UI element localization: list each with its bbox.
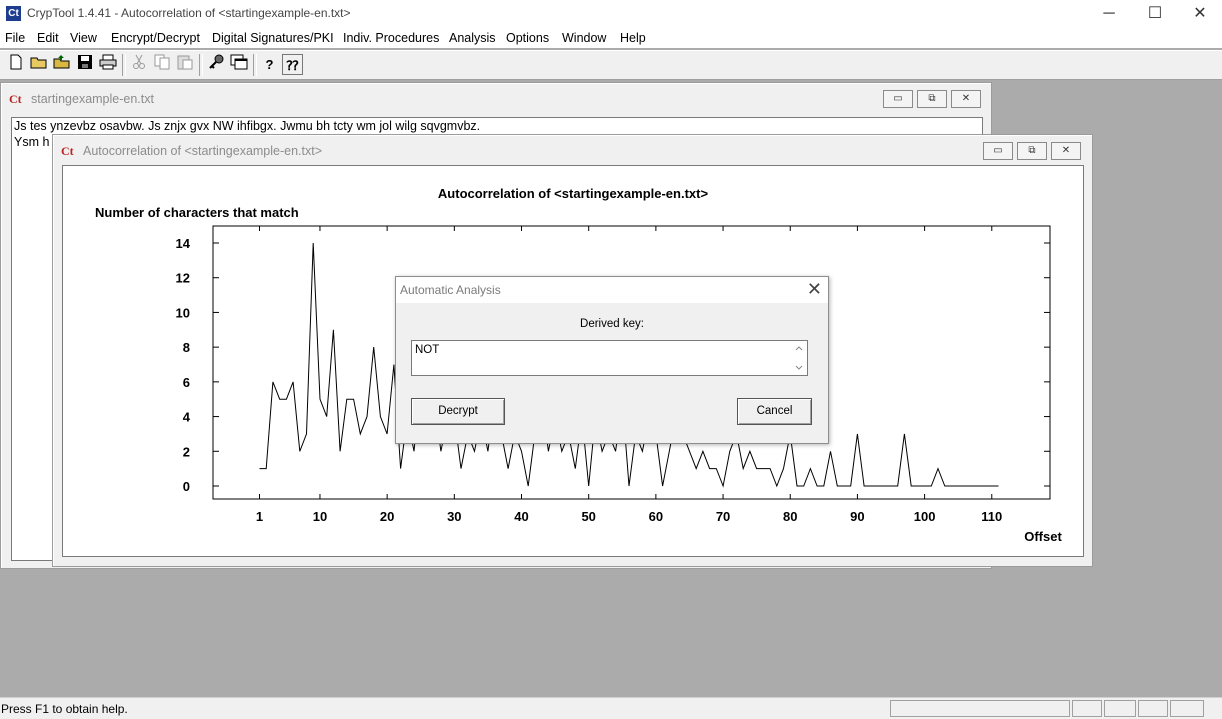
y-tick-label: 6	[183, 375, 190, 390]
save-icon[interactable]	[74, 54, 95, 75]
cancel-button[interactable]: Cancel	[737, 398, 812, 425]
status-pane	[1072, 700, 1102, 717]
status-pane	[1138, 700, 1168, 717]
x-tick-label: 80	[783, 509, 797, 524]
text-window-close-icon[interactable]: ✕	[951, 90, 981, 108]
open-folder-icon[interactable]	[51, 54, 72, 75]
svg-text:Ct: Ct	[61, 144, 74, 158]
status-text: Press F1 to obtain help.	[1, 702, 128, 716]
chart-panel: Autocorrelation of <startingexample-en.t…	[62, 165, 1084, 557]
chart-window-restore-icon[interactable]: ⧉	[1017, 142, 1047, 160]
chart-x-axis-label: Offset	[1024, 529, 1062, 544]
chart-window-minimize-icon[interactable]: ▭	[983, 142, 1013, 160]
scroll-down-icon	[795, 365, 803, 370]
y-tick-label: 2	[183, 444, 190, 459]
x-tick-label: 1	[256, 509, 263, 524]
cryptool-app-icon: Ct	[6, 6, 21, 21]
text-window-minimize-icon[interactable]: ▭	[883, 90, 913, 108]
print-icon[interactable]	[97, 54, 118, 75]
x-tick-label: 100	[914, 509, 936, 524]
document-icon: Ct	[9, 92, 25, 106]
dialog-titlebar[interactable]: Automatic Analysis ✕	[396, 277, 828, 303]
derived-key-scrollbar[interactable]	[791, 341, 807, 375]
y-tick-label: 10	[176, 305, 190, 320]
derived-key-label: Derived key:	[580, 318, 644, 330]
toolbar-separator	[122, 54, 126, 76]
context-help-icon[interactable]: ⁇	[282, 54, 303, 75]
menu-analysis[interactable]: Analysis	[449, 31, 496, 45]
copy-icon[interactable]	[151, 54, 172, 75]
close-icon[interactable]: ✕	[806, 279, 822, 299]
status-pane	[1170, 700, 1204, 717]
x-tick-label: 60	[649, 509, 663, 524]
text-window-title: startingexample-en.txt	[31, 92, 154, 106]
menu-file[interactable]: File	[5, 31, 26, 45]
chart-window-titlebar[interactable]: Ct Autocorrelation of <startingexample-e…	[57, 139, 1088, 163]
text-line: Ysm h	[14, 135, 50, 149]
scroll-up-icon	[795, 346, 803, 351]
derived-key-value: NOT	[415, 344, 440, 356]
text-window-restore-icon[interactable]: ⧉	[917, 90, 947, 108]
menu-help[interactable]: Help	[620, 31, 646, 45]
paste-icon[interactable]	[174, 54, 195, 75]
toolbar: ? ⁇	[0, 50, 1222, 80]
x-tick-label: 30	[447, 509, 461, 524]
chart-window-close-icon[interactable]: ✕	[1051, 142, 1081, 160]
app-title: CrypTool 1.4.41 - Autocorrelation of <st…	[27, 6, 351, 20]
text-line: Js tes ynzevbz osavbw. Js znjx gvx NW ih…	[14, 119, 481, 133]
x-tick-label: 70	[716, 509, 730, 524]
chart-y-axis-label: Number of characters that match	[95, 205, 299, 220]
menu-indiv-procedures[interactable]: Indiv. Procedures	[343, 31, 440, 45]
menu-options[interactable]: Options	[506, 31, 550, 45]
menu-encrypt-decrypt[interactable]: Encrypt/Decrypt	[111, 31, 200, 45]
toolbar-separator	[253, 54, 257, 76]
x-tick-label: 50	[581, 509, 595, 524]
minimize-button[interactable]: ─	[1103, 5, 1115, 22]
menu-bar: File Edit View Encrypt/Decrypt Digital S…	[0, 28, 1222, 48]
derived-key-field[interactable]: NOT	[411, 340, 808, 376]
menu-view[interactable]: View	[70, 31, 97, 45]
y-tick-label: 0	[183, 479, 190, 494]
y-tick-label: 14	[176, 236, 191, 251]
status-pane	[890, 700, 1070, 717]
automatic-analysis-dialog: Automatic Analysis ✕ Derived key: NOT De…	[395, 276, 829, 444]
app-titlebar: Ct CrypTool 1.4.41 - Autocorrelation of …	[0, 0, 1222, 28]
cut-icon[interactable]	[128, 54, 149, 75]
menu-window[interactable]: Window	[562, 31, 607, 45]
window-icon[interactable]	[228, 54, 249, 75]
status-bar: Press F1 to obtain help.	[0, 697, 1222, 719]
chart-title: Autocorrelation of <startingexample-en.t…	[438, 186, 709, 201]
decrypt-button[interactable]: Decrypt	[411, 398, 505, 425]
close-button[interactable]: ✕	[1193, 5, 1207, 22]
svg-text:Ct: Ct	[9, 92, 22, 106]
x-tick-label: 20	[380, 509, 394, 524]
chart-window-title: Autocorrelation of <startingexample-en.t…	[83, 144, 323, 158]
key-icon[interactable]	[205, 54, 226, 75]
menu-digital-signatures[interactable]: Digital Signatures/PKI	[212, 31, 334, 45]
chart-window-icon: Ct	[61, 144, 77, 158]
maximize-button[interactable]: ☐	[1147, 5, 1163, 22]
autocorrelation-series-line	[259, 242, 999, 488]
y-tick-label: 12	[176, 271, 190, 286]
toolbar-separator	[199, 54, 203, 76]
new-icon[interactable]	[5, 54, 26, 75]
y-tick-label: 4	[183, 410, 191, 425]
dialog-title: Automatic Analysis	[400, 283, 501, 297]
x-tick-label: 90	[850, 509, 864, 524]
x-tick-label: 40	[514, 509, 528, 524]
status-pane	[1104, 700, 1136, 717]
x-tick-label: 10	[313, 509, 327, 524]
x-tick-label: 110	[981, 509, 1002, 524]
text-window-titlebar[interactable]: Ct startingexample-en.txt ▭ ⧉ ✕	[5, 87, 987, 111]
menu-edit[interactable]: Edit	[37, 31, 59, 45]
open-icon[interactable]	[28, 54, 49, 75]
help-icon[interactable]: ?	[265, 57, 274, 72]
y-tick-label: 8	[183, 340, 190, 355]
